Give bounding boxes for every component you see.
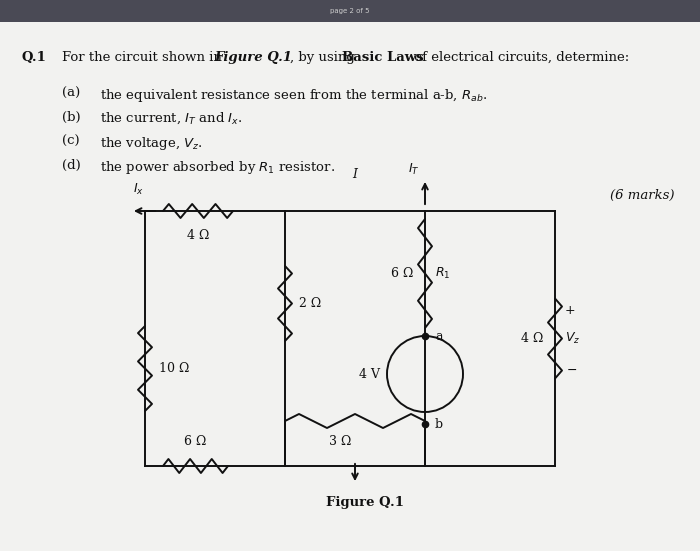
Text: 3 Ω: 3 Ω bbox=[329, 435, 351, 448]
Text: the power absorbed by $R_1$ resistor.: the power absorbed by $R_1$ resistor. bbox=[100, 159, 335, 176]
Text: −: − bbox=[567, 364, 577, 377]
Text: (d): (d) bbox=[62, 159, 80, 172]
Text: 4 Ω: 4 Ω bbox=[521, 332, 543, 345]
Text: +: + bbox=[565, 304, 575, 317]
Text: the current, $I_T$ and $I_x$.: the current, $I_T$ and $I_x$. bbox=[100, 111, 243, 127]
Text: b: b bbox=[435, 418, 443, 430]
Text: 2 Ω: 2 Ω bbox=[299, 297, 321, 310]
Text: the equivalent resistance seen from the terminal a-b, $R_{ab}$.: the equivalent resistance seen from the … bbox=[100, 87, 487, 104]
Text: , by using: , by using bbox=[290, 51, 359, 64]
Text: 6 Ω: 6 Ω bbox=[184, 435, 206, 448]
Text: Figure Q.1: Figure Q.1 bbox=[214, 51, 292, 64]
Text: (c): (c) bbox=[62, 135, 80, 148]
Text: a: a bbox=[435, 329, 442, 343]
Text: I: I bbox=[353, 168, 358, 181]
Text: (b): (b) bbox=[62, 111, 80, 124]
Text: 4 V: 4 V bbox=[359, 368, 380, 381]
Text: Q.1: Q.1 bbox=[22, 51, 47, 64]
Text: the voltage, $V_z$.: the voltage, $V_z$. bbox=[100, 135, 203, 152]
Text: 6 Ω: 6 Ω bbox=[391, 267, 413, 280]
Text: 10 Ω: 10 Ω bbox=[159, 362, 190, 375]
Text: (a): (a) bbox=[62, 87, 80, 100]
Text: page 2 of 5: page 2 of 5 bbox=[330, 8, 370, 14]
Bar bbox=[0, 0, 700, 22]
Text: Figure Q.1: Figure Q.1 bbox=[326, 496, 404, 509]
Text: $V_z$: $V_z$ bbox=[565, 331, 580, 346]
Text: (6 marks): (6 marks) bbox=[610, 189, 675, 202]
Text: 4 Ω: 4 Ω bbox=[187, 229, 209, 242]
Text: of electrical circuits, determine:: of electrical circuits, determine: bbox=[410, 51, 629, 64]
Text: $R_1$: $R_1$ bbox=[435, 266, 450, 281]
Text: $I_x$: $I_x$ bbox=[132, 182, 144, 197]
Text: Basic Laws: Basic Laws bbox=[342, 51, 424, 64]
Text: For the circuit shown in: For the circuit shown in bbox=[62, 51, 226, 64]
Text: $I_T$: $I_T$ bbox=[408, 162, 420, 177]
